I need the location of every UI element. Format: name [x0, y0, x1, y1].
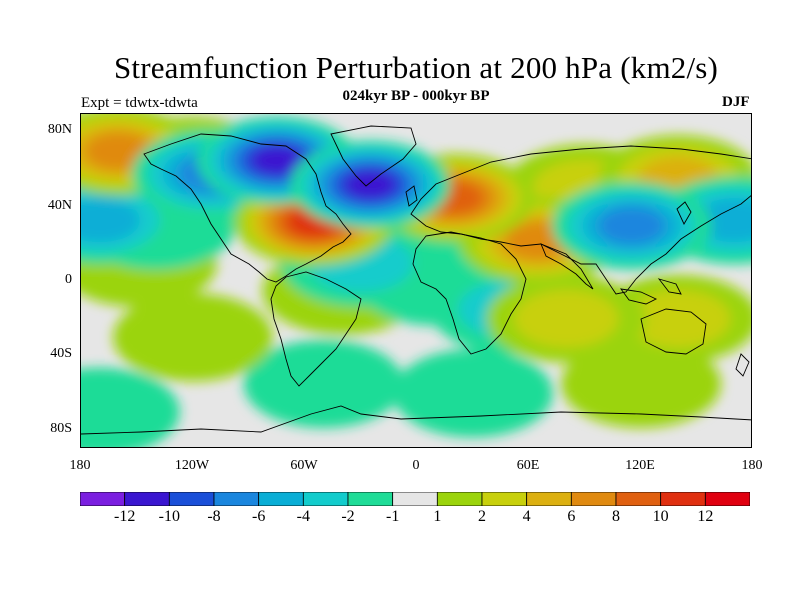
colorbar-swatch: [526, 492, 572, 506]
contour-blob: [81, 367, 180, 447]
lat-label-80s: 80S: [50, 421, 72, 436]
lon-label-0: 0: [412, 458, 420, 473]
colorbar-swatch: [704, 492, 750, 506]
coast-antarctica: [81, 405, 751, 435]
coast-north-america: [143, 133, 352, 283]
colorbar-swatch: [347, 492, 394, 506]
colorbar-swatch: [481, 492, 528, 506]
coast-japan: [676, 201, 692, 225]
contour-blob: [344, 169, 397, 200]
map-title: Streamfunction Perturbation at 200 hPa (…: [113, 50, 719, 85]
contour-blob: [243, 339, 404, 428]
contour-blob: [113, 293, 273, 382]
lon-label-120e: 120E: [625, 458, 655, 473]
colorbar-tick-label: -1: [385, 508, 400, 525]
contour-fields: [81, 114, 751, 447]
coast-eurasia: [410, 145, 751, 295]
colorbar-tick-label: -4: [296, 508, 310, 525]
experiment-label: Expt = tdwtx-tdwta: [81, 95, 198, 111]
coast-greenland: [330, 125, 417, 187]
coast-sea-islands: [620, 278, 682, 305]
coast-south-america: [270, 271, 362, 387]
contour-blob: [85, 132, 152, 170]
colorbar-tick-label: 12: [697, 508, 714, 525]
coast-australia: [640, 308, 707, 355]
lat-label-80n: 80N: [47, 122, 72, 137]
map-canvas: [81, 114, 751, 447]
lon-label-60e: 60E: [516, 458, 540, 473]
colorbar-tick-label: 1: [433, 508, 442, 525]
contour-blob: [598, 207, 665, 245]
map-plot: [80, 113, 752, 448]
colorbar-tick-label: 2: [478, 508, 486, 525]
season-label: DJF: [722, 94, 750, 110]
colorbar-swatch: [436, 492, 483, 506]
colorbar-swatch: [660, 492, 706, 506]
lat-label-40n: 40N: [47, 198, 72, 213]
lon-label-180e: 180: [741, 458, 763, 473]
colorbar-swatch: [258, 492, 304, 506]
contour-blob: [514, 289, 619, 348]
colorbar-swatch: [615, 492, 662, 506]
colorbar-swatch: [392, 492, 438, 506]
colorbar-swatch: [213, 492, 260, 506]
colorbar-tick-label: 8: [612, 508, 620, 525]
colorbar-swatch: [168, 492, 215, 506]
colorbar-tick-label: -8: [207, 508, 221, 525]
coast-new-zealand: [735, 353, 750, 377]
coast-africa: [412, 231, 527, 355]
contour-blob: [393, 349, 553, 438]
coast-uk: [405, 185, 418, 207]
colorbar-swatch: [80, 492, 126, 506]
colorbar-tick-label: -2: [341, 508, 355, 525]
colorbar-swatch: [302, 492, 349, 506]
colorbar: [80, 492, 750, 506]
colorbar-tick-label: 4: [522, 508, 531, 525]
coastlines: [81, 125, 751, 435]
colorbar-tick-label: -10: [158, 508, 180, 525]
coast-india: [540, 243, 594, 290]
colorbar-tick-label: 10: [652, 508, 669, 525]
lat-label-0: 0: [65, 272, 72, 287]
lat-label-40s: 40S: [50, 346, 72, 361]
colorbar-swatch: [124, 492, 170, 506]
colorbar-tick-label: 6: [567, 508, 576, 525]
lon-label-120w: 120W: [174, 458, 210, 473]
colorbar-tick-label: -6: [251, 508, 266, 525]
lon-label-60w: 60W: [290, 458, 318, 473]
lon-label-180w: 180: [69, 458, 91, 473]
colorbar-tick-label: -12: [113, 508, 136, 525]
contour-blob: [250, 145, 304, 176]
map-subtitle: 024kyr BP - 000kyr BP: [342, 88, 490, 104]
contour-blob: [81, 197, 140, 243]
colorbar-swatch: [570, 492, 617, 506]
